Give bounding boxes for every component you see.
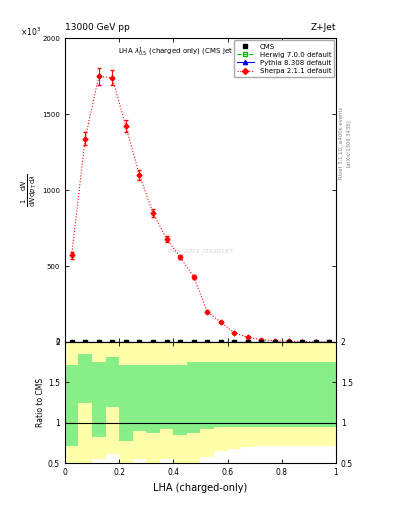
Herwig 7.0.0 default [232, 338, 237, 345]
Pythia 8.308 default [69, 338, 74, 345]
Herwig 7.0.0 default [286, 338, 291, 345]
Pythia 8.308 default [327, 338, 332, 345]
Line: Pythia 8.308 default: Pythia 8.308 default [70, 340, 331, 344]
Pythia 8.308 default [300, 338, 305, 345]
Pythia 8.308 default [83, 338, 88, 345]
Pythia 8.308 default [123, 338, 128, 345]
Pythia 8.308 default [110, 338, 115, 345]
Pythia 8.308 default [286, 338, 291, 345]
Herwig 7.0.0 default [110, 338, 115, 345]
Legend: CMS, Herwig 7.0.0 default, Pythia 8.308 default, Sherpa 2.1.1 default: CMS, Herwig 7.0.0 default, Pythia 8.308 … [234, 40, 334, 77]
Herwig 7.0.0 default [137, 338, 142, 345]
Pythia 8.308 default [178, 338, 182, 345]
Text: Z+Jet: Z+Jet [310, 23, 336, 32]
Pythia 8.308 default [164, 338, 169, 345]
Pythia 8.308 default [191, 338, 196, 345]
Pythia 8.308 default [151, 338, 155, 345]
Text: 13000 GeV pp: 13000 GeV pp [65, 23, 130, 32]
Herwig 7.0.0 default [123, 338, 128, 345]
X-axis label: LHA (charged-only): LHA (charged-only) [153, 483, 248, 493]
Herwig 7.0.0 default [300, 338, 305, 345]
Herwig 7.0.0 default [273, 338, 277, 345]
Pythia 8.308 default [205, 338, 209, 345]
Text: [arXiv:1306.3436]: [arXiv:1306.3436] [346, 119, 351, 167]
Herwig 7.0.0 default [83, 338, 88, 345]
Pythia 8.308 default [232, 338, 237, 345]
Pythia 8.308 default [246, 338, 250, 345]
Line: Herwig 7.0.0 default: Herwig 7.0.0 default [70, 340, 331, 344]
Herwig 7.0.0 default [151, 338, 155, 345]
Pythia 8.308 default [273, 338, 277, 345]
Pythia 8.308 default [137, 338, 142, 345]
Herwig 7.0.0 default [164, 338, 169, 345]
Y-axis label: Ratio to CMS: Ratio to CMS [36, 378, 45, 427]
Text: $\times10^3$: $\times10^3$ [20, 26, 41, 38]
Pythia 8.308 default [219, 338, 223, 345]
Text: CMS_2021_I1920187: CMS_2021_I1920187 [167, 248, 233, 254]
Y-axis label: $\frac{1}{\mathrm{d}N}\frac{\mathrm{d}N}{\mathrm{d}p_T\,\mathrm{d}\lambda}$: $\frac{1}{\mathrm{d}N}\frac{\mathrm{d}N}… [20, 173, 39, 207]
Pythia 8.308 default [96, 338, 101, 345]
Pythia 8.308 default [259, 338, 264, 345]
Herwig 7.0.0 default [219, 338, 223, 345]
Herwig 7.0.0 default [259, 338, 264, 345]
Herwig 7.0.0 default [246, 338, 250, 345]
Pythia 8.308 default [313, 338, 318, 345]
Herwig 7.0.0 default [191, 338, 196, 345]
Herwig 7.0.0 default [69, 338, 74, 345]
Herwig 7.0.0 default [313, 338, 318, 345]
Herwig 7.0.0 default [205, 338, 209, 345]
Herwig 7.0.0 default [96, 338, 101, 345]
Herwig 7.0.0 default [178, 338, 182, 345]
Text: LHA $\lambda^1_{0.5}$ (charged only) (CMS jet substructure): LHA $\lambda^1_{0.5}$ (charged only) (CM… [118, 46, 283, 59]
Herwig 7.0.0 default [327, 338, 332, 345]
Text: Rivet 3.1.10, ≥400k events: Rivet 3.1.10, ≥400k events [339, 107, 343, 180]
